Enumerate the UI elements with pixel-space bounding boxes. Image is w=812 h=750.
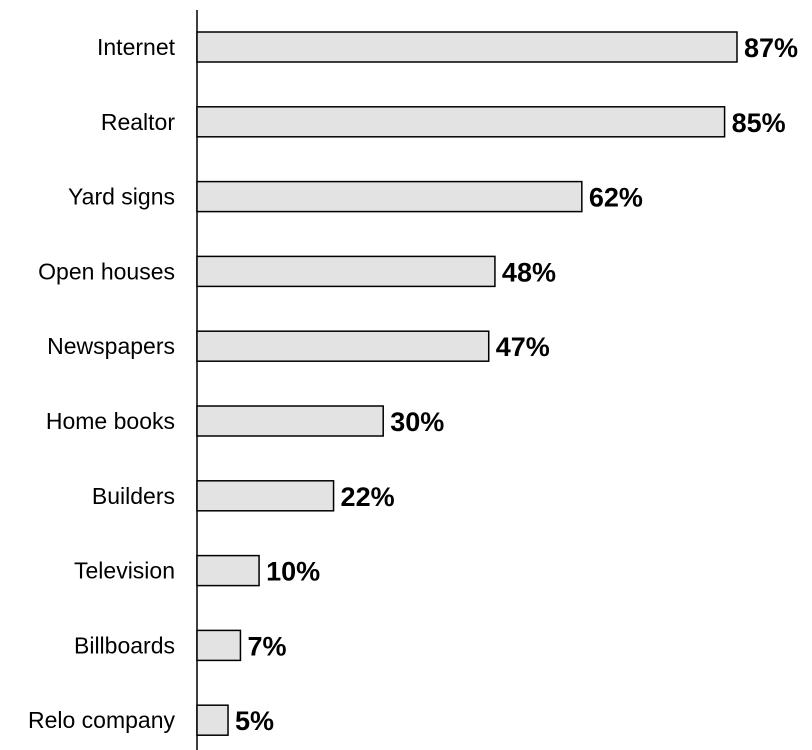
category-label: Internet xyxy=(97,34,176,60)
value-label: 7% xyxy=(247,631,286,661)
category-label: Television xyxy=(74,558,175,584)
bars-group xyxy=(196,31,738,736)
value-labels-group: 87% 85% 62% 48% 47% 30% 22% 10% 7% 5% xyxy=(235,33,798,736)
value-label: 47% xyxy=(496,332,550,362)
value-label: 48% xyxy=(502,257,556,287)
bar-open-houses xyxy=(196,255,496,288)
value-label: 10% xyxy=(266,557,320,587)
category-label: Newspapers xyxy=(47,333,175,359)
category-label: Realtor xyxy=(101,109,175,135)
value-label: 5% xyxy=(235,706,274,736)
category-label: Home books xyxy=(46,408,175,434)
category-label: Relo company xyxy=(28,707,176,733)
bar-relo-company xyxy=(196,704,229,736)
value-label: 62% xyxy=(589,183,643,213)
category-label: Builders xyxy=(92,483,175,509)
value-label: 30% xyxy=(390,407,444,437)
value-label: 87% xyxy=(744,33,798,63)
bar-yard-signs xyxy=(196,180,583,213)
bar-internet xyxy=(196,31,738,63)
bar-home-books xyxy=(196,405,384,437)
category-labels-group: Internet Realtor Yard signs Open houses News… xyxy=(28,34,176,733)
bar-realtor xyxy=(196,106,726,138)
category-label: Yard signs xyxy=(68,184,175,210)
value-label: 85% xyxy=(732,108,786,138)
category-label: Billboards xyxy=(74,632,175,658)
bar-billboards xyxy=(196,629,242,662)
category-label: Open houses xyxy=(38,258,175,284)
bar-builders xyxy=(196,480,335,512)
bar-newspapers xyxy=(196,330,490,362)
value-label: 22% xyxy=(341,482,395,512)
bar-television xyxy=(196,554,260,587)
